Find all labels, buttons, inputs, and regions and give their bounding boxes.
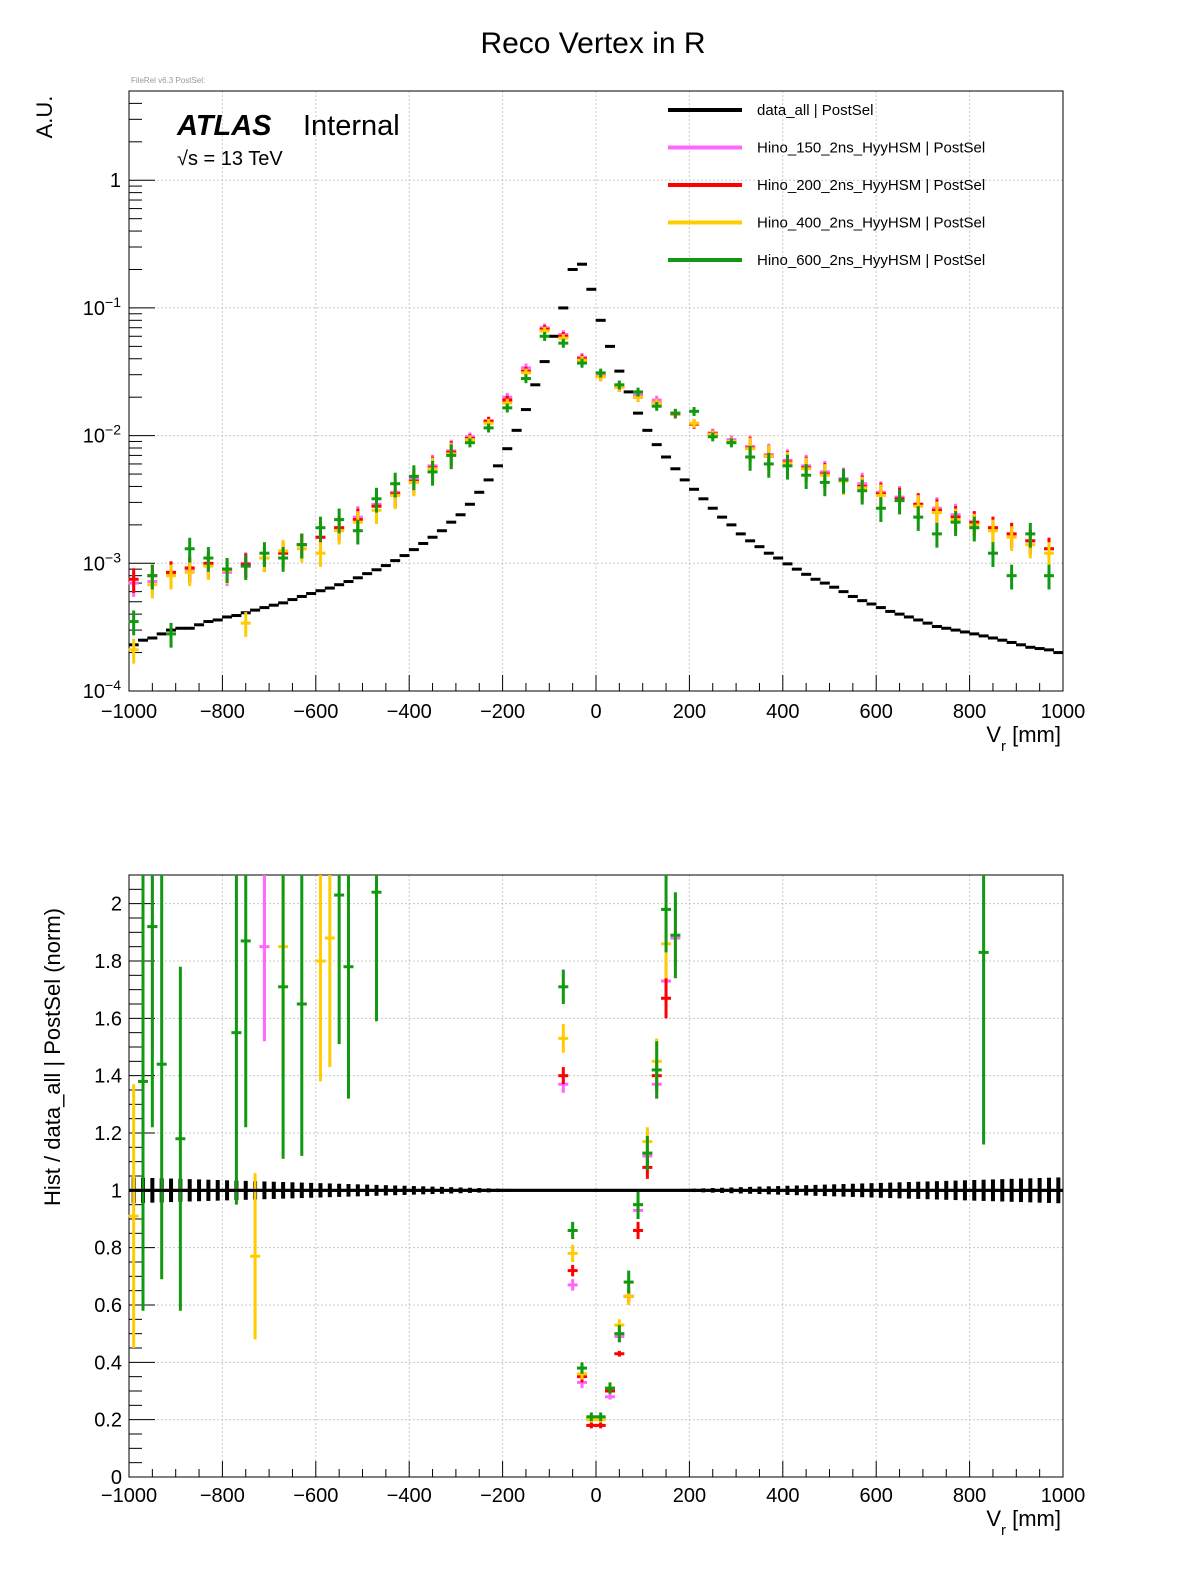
legend-entry: Hino_150_2ns_HyyHSM | PostSel	[757, 140, 985, 157]
legend-entry: Hino_200_2ns_HyyHSM | PostSel	[757, 177, 985, 194]
bottom-x-axis-label: Vr [mm]	[986, 1506, 1061, 1539]
top-x-tick-label: 1000	[1041, 701, 1086, 723]
bottom-x-tick-label: 1000	[1041, 1485, 1086, 1507]
bottom-x-tick-label: 0	[590, 1485, 601, 1507]
bottom-x-tick-label: 200	[673, 1485, 706, 1507]
top-x-tick-label: −800	[200, 701, 245, 723]
bottom-x-tick-label: 400	[766, 1485, 799, 1507]
top-y-tick-label: 10−3	[83, 549, 121, 575]
bottom-y-tick-label: 1.2	[94, 1123, 122, 1145]
series-hino-400-2ns-hyyhsm-postsel	[128, 326, 1054, 664]
top-x-tick-label: 800	[953, 701, 986, 723]
top-x-tick-label: 0	[590, 701, 601, 723]
legend: data_all | PostSel Hino_150_2ns_HyyHSM | …	[668, 102, 985, 269]
file-tag: FileRel v6.3 PostSel:	[131, 76, 205, 85]
energy-label: √s = 13 TeV	[177, 148, 283, 170]
chart-title: Reco Vertex in R	[480, 27, 705, 60]
atlas-status: Internal	[303, 110, 400, 142]
series-data-all-postsel	[128, 262, 1064, 655]
top-grid	[129, 91, 1063, 692]
top-x-tick-label: 200	[673, 701, 706, 723]
bottom-x-tick-label: 600	[860, 1485, 893, 1507]
bottom-y-tick-label: 1.4	[94, 1066, 122, 1088]
bottom-y-tick-label: 0.6	[94, 1295, 122, 1317]
top-y-tick-label: 1	[110, 170, 121, 192]
bottom-x-tick-label: −400	[387, 1485, 432, 1507]
top-y-axis-label: A.U.	[32, 96, 57, 139]
ratio-series-hino-400-2ns-hyyhsm-postsel	[128, 875, 672, 1423]
top-x-tick-label: 400	[766, 701, 799, 723]
series-hino-150-2ns-hyyhsm-postsel	[128, 323, 1054, 597]
bottom-panel: −1000 −800 −600 −400 −200 0 200 400 600 800 1000 0 0…	[40, 874, 1086, 1539]
bottom-grid	[129, 875, 1063, 1477]
top-y-tick-label: 10−1	[83, 294, 121, 320]
bottom-y-tick-label: 1	[111, 1180, 122, 1202]
top-panel: −1000 −800 −600 −400 −200 0 200 400 600 800 1000 1 1…	[32, 90, 1086, 755]
top-x-tick-label: −200	[480, 701, 525, 723]
bottom-y-tick-label: 0	[111, 1467, 122, 1489]
bottom-y-axis-label: Hist / data_all | PostSel (norm)	[40, 908, 65, 1206]
bottom-y-tick-label: 1.6	[94, 1008, 122, 1030]
bottom-x-tick-label: 800	[953, 1485, 986, 1507]
top-x-tick-label: 600	[860, 701, 893, 723]
bottom-y-tick-label: 1.8	[94, 951, 122, 973]
legend-entry: data_all | PostSel	[757, 102, 873, 119]
legend-entry: Hino_600_2ns_HyyHSM | PostSel	[757, 252, 985, 269]
top-y-tick-label: 10−4	[83, 677, 121, 703]
bottom-x-tick-label: −800	[200, 1485, 245, 1507]
series-hino-600-2ns-hyyhsm-postsel	[128, 331, 1054, 648]
bottom-x-tick-label: −600	[293, 1485, 338, 1507]
bottom-x-tick-label: −200	[480, 1485, 525, 1507]
bottom-y-tick-label: 0.8	[94, 1238, 122, 1260]
bottom-y-tick-label: 0.4	[94, 1352, 122, 1374]
top-x-tick-label: −400	[387, 701, 432, 723]
top-x-axis-label: Vr [mm]	[986, 722, 1061, 755]
atlas-label: ATLAS	[176, 110, 272, 142]
top-y-tick-label: 10−2	[83, 422, 121, 448]
ratio-series-hino-200-2ns-hyyhsm-postsel	[558, 978, 672, 1429]
bottom-data-marks	[128, 875, 1064, 1429]
bottom-y-tick-label: 0.2	[94, 1410, 122, 1432]
bottom-y-tick-label: 2	[111, 894, 122, 916]
bottom-x-tick-label: −1000	[101, 1485, 157, 1507]
legend-entry: Hino_400_2ns_HyyHSM | PostSel	[757, 215, 985, 232]
top-x-tick-label: −1000	[101, 701, 157, 723]
top-axis-ticks: −1000 −800 −600 −400 −200 0 200 400 600 800 1000 1 1…	[83, 90, 1086, 723]
ratio-series-hino-600-2ns-hyyhsm-postsel	[138, 875, 989, 1422]
top-data-marks	[128, 262, 1064, 664]
ratio-series-hino-150-2ns-hyyhsm-postsel	[147, 875, 681, 1429]
top-x-tick-label: −600	[293, 701, 338, 723]
